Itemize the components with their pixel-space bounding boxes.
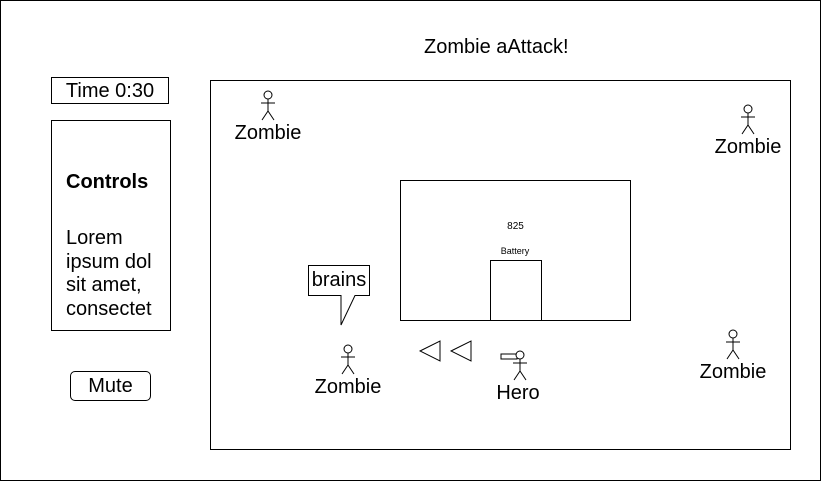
controls-heading: Controls [66,171,149,193]
stick-figure-icon [726,329,740,360]
left-arrow-icon[interactable] [450,340,472,362]
battery-label: Battery [500,246,530,256]
game-title: Zombie aAttack! [424,36,569,58]
hero-label: Hero [496,382,540,404]
controls-description: Lorem ipsum dol sit amet, consectet [66,227,152,320]
score-value: 825 [507,221,524,232]
house-base[interactable]: 825 Battery [400,180,631,321]
zombie-label: Zombie [699,361,767,383]
mute-button[interactable]: Mute [70,371,151,401]
left-arrow-icon[interactable] [419,340,441,362]
stick-figure-icon [261,90,275,121]
stick-figure-icon [741,104,755,135]
hero[interactable]: Hero [478,350,558,405]
timer-display: Time 0:30 [51,77,169,104]
zombie-top-left[interactable]: Zombie [228,90,308,145]
zombie-label: Zombie [714,136,782,158]
zombie-bottom-right[interactable]: Zombie [693,329,773,384]
battery-door[interactable] [490,260,542,321]
zombie-bottom-left[interactable]: Zombie [308,344,388,399]
speech-bubble-icon [308,265,370,326]
zombie-label: Zombie [314,376,382,398]
zombie-top-right[interactable]: Zombie [708,104,788,159]
stick-figure-icon [341,344,355,375]
speech-text: brains [311,269,367,291]
zombie-label: Zombie [234,122,302,144]
hero-with-gun-icon [500,350,527,381]
game-arena[interactable] [210,80,791,450]
controls-panel: Controls Lorem ipsum dol sit amet, conse… [51,120,171,331]
